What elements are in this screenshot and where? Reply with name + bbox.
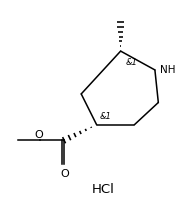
Text: O: O bbox=[61, 168, 69, 178]
Text: &1: &1 bbox=[100, 111, 112, 120]
Text: HCl: HCl bbox=[92, 182, 115, 195]
Text: O: O bbox=[35, 129, 44, 139]
Text: NH: NH bbox=[160, 65, 175, 75]
Text: &1: &1 bbox=[125, 58, 137, 67]
